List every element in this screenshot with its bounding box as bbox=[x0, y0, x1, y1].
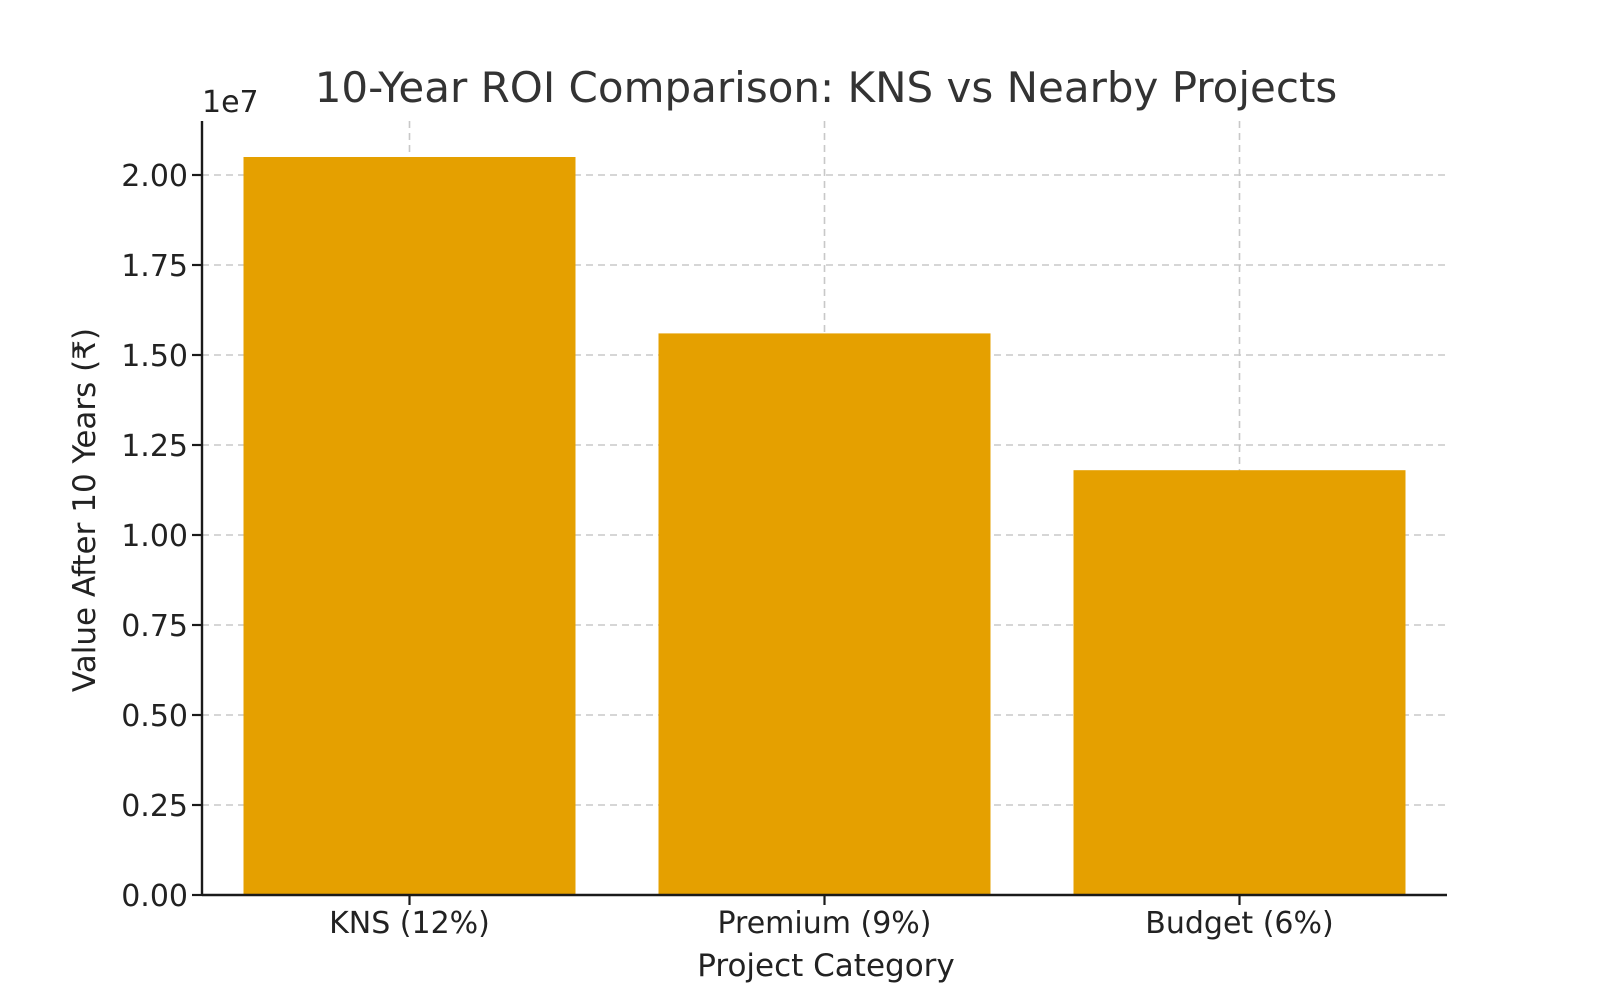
bar-premium bbox=[658, 333, 991, 895]
bar-kns bbox=[243, 157, 576, 895]
x-tick-label: KNS (12%) bbox=[329, 906, 490, 941]
y-tick-label: 1.25 bbox=[121, 429, 188, 464]
bar-layer bbox=[243, 157, 1406, 895]
y-axis-offset-label: 1e7 bbox=[202, 85, 259, 120]
tick-layer: 0.00 0.25 0.50 0.75 1.00 1.25 1.50 1.75 2.00 KNS … bbox=[121, 159, 1334, 941]
y-tick-label: 0.25 bbox=[121, 789, 188, 824]
y-tick-label: 1.50 bbox=[121, 339, 188, 374]
x-tick-label: Premium (9%) bbox=[717, 906, 931, 941]
y-tick-label: 0.00 bbox=[121, 879, 188, 914]
bar-budget bbox=[1073, 470, 1406, 895]
y-tick-label: 0.75 bbox=[121, 609, 188, 644]
y-tick-label: 1.75 bbox=[121, 249, 188, 284]
x-tick-label: Budget (6%) bbox=[1145, 906, 1333, 941]
y-axis-title: Value After 10 Years (₹) bbox=[67, 328, 103, 692]
chart-title: 10-Year ROI Comparison: KNS vs Nearby Pr… bbox=[315, 63, 1338, 112]
y-tick-label: 1.00 bbox=[121, 519, 188, 554]
x-axis-title: Project Category bbox=[697, 948, 955, 984]
y-tick-label: 2.00 bbox=[121, 159, 188, 194]
y-tick-label: 0.50 bbox=[121, 699, 188, 734]
